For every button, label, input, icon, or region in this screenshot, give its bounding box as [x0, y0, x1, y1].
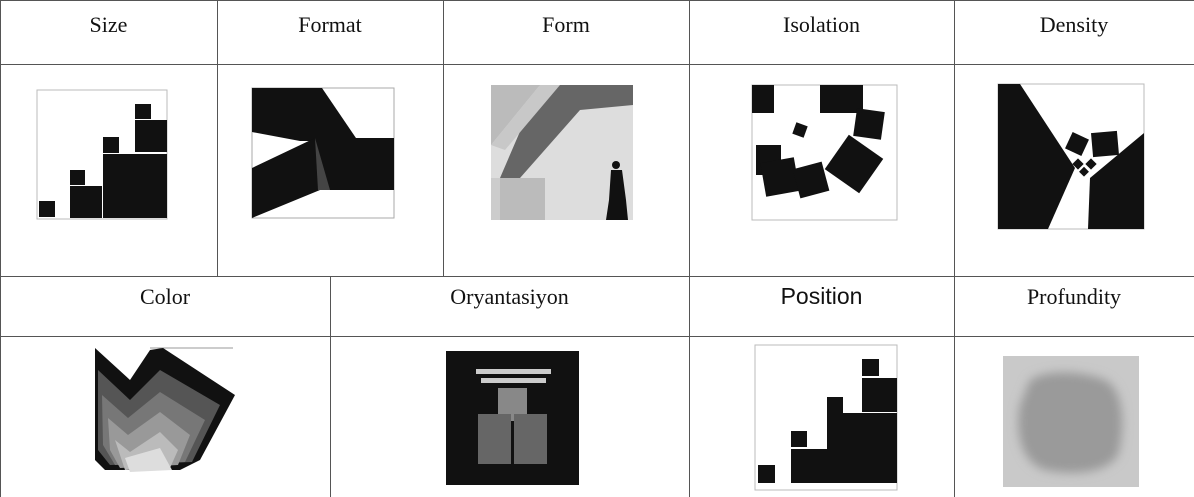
- rule: [0, 336, 1194, 337]
- header: Profundity: [1026, 284, 1122, 309]
- header: Position: [780, 283, 863, 309]
- rule: [443, 0, 444, 276]
- isolation-image: [751, 84, 898, 221]
- rule: [0, 0, 1, 497]
- color-image: [95, 347, 235, 472]
- header: Oryantasiyon: [450, 284, 569, 309]
- header: Form: [542, 12, 590, 37]
- size-image: [36, 89, 168, 220]
- rule: [954, 0, 955, 497]
- rule: [0, 276, 1194, 277]
- position-image: [754, 344, 898, 491]
- orientation-image: [446, 351, 579, 485]
- density-image: [997, 83, 1145, 230]
- rule: [0, 0, 1194, 1]
- header: Size: [89, 12, 128, 37]
- rule: [689, 0, 690, 497]
- header: Format: [298, 12, 362, 37]
- header: Density: [1039, 12, 1109, 37]
- header: Isolation: [783, 12, 860, 37]
- rule: [217, 0, 218, 276]
- rule: [0, 64, 1194, 65]
- profundity-image: [1003, 356, 1139, 487]
- format-image: [251, 87, 395, 219]
- form-image: [491, 85, 633, 220]
- rule: [330, 276, 331, 497]
- header: Color: [139, 284, 191, 309]
